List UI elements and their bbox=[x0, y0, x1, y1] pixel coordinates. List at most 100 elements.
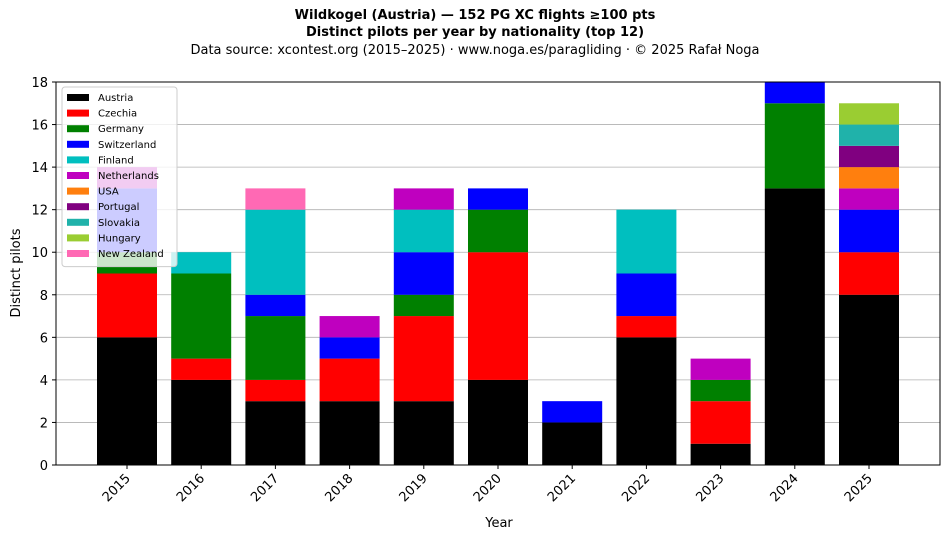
bar-segment-austria-2023 bbox=[690, 443, 751, 465]
y-tick-label: 12 bbox=[31, 204, 48, 219]
x-tick-label: 2022 bbox=[619, 471, 653, 505]
x-tick-label: 2016 bbox=[174, 471, 208, 505]
legend-swatch bbox=[67, 109, 89, 117]
bar-segment-czechia-2020 bbox=[468, 252, 528, 380]
legend-box bbox=[61, 86, 178, 268]
legend-swatch bbox=[67, 125, 89, 133]
bar-segment-finland-2019 bbox=[393, 209, 454, 253]
bar-segment-finland-2022 bbox=[616, 209, 677, 274]
legend-swatch bbox=[67, 187, 89, 195]
bar-segment-usa-2025 bbox=[839, 167, 899, 189]
y-tick-label: 8 bbox=[40, 289, 48, 304]
bar-segment-czechia-2019 bbox=[393, 316, 454, 402]
y-tick-label: 14 bbox=[31, 161, 48, 176]
legend-label: Finland bbox=[98, 155, 134, 166]
bar-segment-switzerland-2022 bbox=[616, 273, 677, 317]
bar-segment-switzerland-2019 bbox=[393, 252, 454, 295]
bar-segment-switzerland-2020 bbox=[468, 188, 528, 210]
legend-label: Switzerland bbox=[98, 140, 156, 151]
x-tick-label: 2025 bbox=[842, 471, 876, 505]
bar-segment-switzerland-2025 bbox=[839, 209, 899, 253]
x-tick-label: 2019 bbox=[397, 471, 431, 505]
bar-segment-austria-2015 bbox=[97, 337, 157, 465]
bar-segment-austria-2024 bbox=[764, 188, 825, 465]
y-tick-label: 18 bbox=[31, 76, 48, 91]
bar-segment-new-zealand-2017 bbox=[245, 188, 306, 210]
legend-swatch bbox=[67, 140, 89, 148]
bar-segment-austria-2025 bbox=[839, 294, 899, 465]
legend-swatch bbox=[67, 203, 89, 211]
bar-segment-netherlands-2023 bbox=[690, 358, 751, 380]
x-tick-label: 2023 bbox=[693, 471, 727, 505]
bar-segment-czechia-2022 bbox=[616, 316, 677, 338]
bar-segment-germany-2023 bbox=[690, 379, 751, 402]
legend-swatch bbox=[67, 172, 89, 179]
bar-segment-slovakia-2025 bbox=[839, 124, 899, 146]
bar-segment-austria-2016 bbox=[171, 379, 232, 465]
bar-segment-austria-2017 bbox=[245, 401, 306, 465]
legend-swatch bbox=[67, 218, 89, 226]
y-axis-label: Distinct pilots bbox=[9, 228, 24, 317]
legend-swatch bbox=[67, 156, 89, 164]
legend-label: Germany bbox=[98, 124, 144, 135]
x-tick-label: 2020 bbox=[471, 471, 505, 505]
legend-label: Hungary bbox=[98, 233, 141, 244]
bar-segment-germany-2016 bbox=[171, 273, 232, 359]
x-tick-label: 2015 bbox=[100, 471, 134, 505]
legend-label: Slovakia bbox=[98, 218, 140, 229]
legend-label: Portugal bbox=[98, 202, 139, 213]
x-tick-label: 2017 bbox=[248, 471, 282, 505]
chart-source-note: Data source: xcontest.org (2015–2025) · … bbox=[190, 43, 760, 58]
bar-segment-germany-2024 bbox=[764, 103, 825, 189]
y-tick-label: 16 bbox=[31, 119, 48, 134]
legend: Austria Czechia Germany Switzerland Finland N… bbox=[61, 86, 178, 268]
bars bbox=[97, 82, 899, 465]
bar-segment-switzerland-2021 bbox=[542, 401, 603, 423]
chart-subtitle: Distinct pilots per year by nationality … bbox=[305, 25, 645, 40]
y-tick-label: 10 bbox=[31, 246, 48, 261]
x-tick-label: 2018 bbox=[322, 471, 356, 505]
bar-segment-austria-2022 bbox=[616, 337, 677, 465]
legend-label: New Zealand bbox=[98, 249, 164, 260]
x-axis-label: Year bbox=[484, 516, 513, 531]
bar-segment-czechia-2023 bbox=[690, 401, 751, 444]
legend-label: Czechia bbox=[98, 109, 137, 120]
y-tick-label: 6 bbox=[40, 331, 48, 346]
bar-segment-germany-2017 bbox=[245, 316, 306, 380]
chart-title: Wildkogel (Austria) — 152 PG XC flights … bbox=[294, 8, 656, 23]
bar-segment-czechia-2015 bbox=[97, 273, 157, 338]
legend-swatch bbox=[67, 234, 89, 242]
legend-label: Austria bbox=[98, 93, 133, 104]
bar-segment-switzerland-2024 bbox=[764, 82, 825, 104]
y-tick-label: 2 bbox=[40, 416, 48, 431]
bar-segment-finland-2016 bbox=[171, 252, 232, 274]
legend-label: USA bbox=[98, 187, 119, 198]
legend-swatch bbox=[67, 250, 89, 257]
y-tick-label: 0 bbox=[40, 459, 48, 474]
y-tick-label: 4 bbox=[40, 374, 48, 389]
bar-segment-czechia-2025 bbox=[839, 252, 899, 295]
legend-label: Netherlands bbox=[98, 171, 159, 182]
legend-swatch bbox=[67, 94, 89, 101]
bar-segment-netherlands-2025 bbox=[839, 188, 899, 210]
bar-segment-switzerland-2017 bbox=[245, 294, 306, 317]
x-tick-label: 2024 bbox=[768, 471, 802, 505]
bar-segment-germany-2019 bbox=[393, 294, 454, 317]
y-axis: 0 2 4 6 8 10 12 14 16 18 bbox=[31, 76, 56, 474]
bar-segment-netherlands-2018 bbox=[319, 316, 380, 338]
bar-segment-austria-2020 bbox=[468, 379, 528, 465]
bar-segment-austria-2021 bbox=[542, 422, 603, 465]
bar-segment-austria-2019 bbox=[393, 401, 454, 465]
bar-segment-czechia-2018 bbox=[319, 358, 380, 402]
bar-segment-czechia-2016 bbox=[171, 358, 232, 380]
bar-segment-austria-2018 bbox=[319, 401, 380, 465]
bar-segment-netherlands-2019 bbox=[393, 188, 454, 210]
x-tick-label: 2021 bbox=[545, 471, 579, 505]
bar-segment-portugal-2025 bbox=[839, 145, 899, 168]
bar-segment-germany-2020 bbox=[468, 209, 528, 253]
bar-segment-hungary-2025 bbox=[839, 103, 899, 125]
bar-segment-switzerland-2018 bbox=[319, 337, 380, 359]
x-axis: 2015 2016 2017 2018 2019 2020 2021 2022 2023 2024… bbox=[100, 465, 876, 505]
